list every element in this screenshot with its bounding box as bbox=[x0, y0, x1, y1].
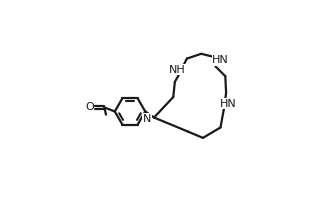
Text: O: O bbox=[85, 103, 94, 113]
Text: HN: HN bbox=[220, 99, 237, 109]
Text: N: N bbox=[143, 114, 151, 124]
Text: NH: NH bbox=[168, 65, 185, 75]
Text: HN: HN bbox=[212, 55, 229, 65]
